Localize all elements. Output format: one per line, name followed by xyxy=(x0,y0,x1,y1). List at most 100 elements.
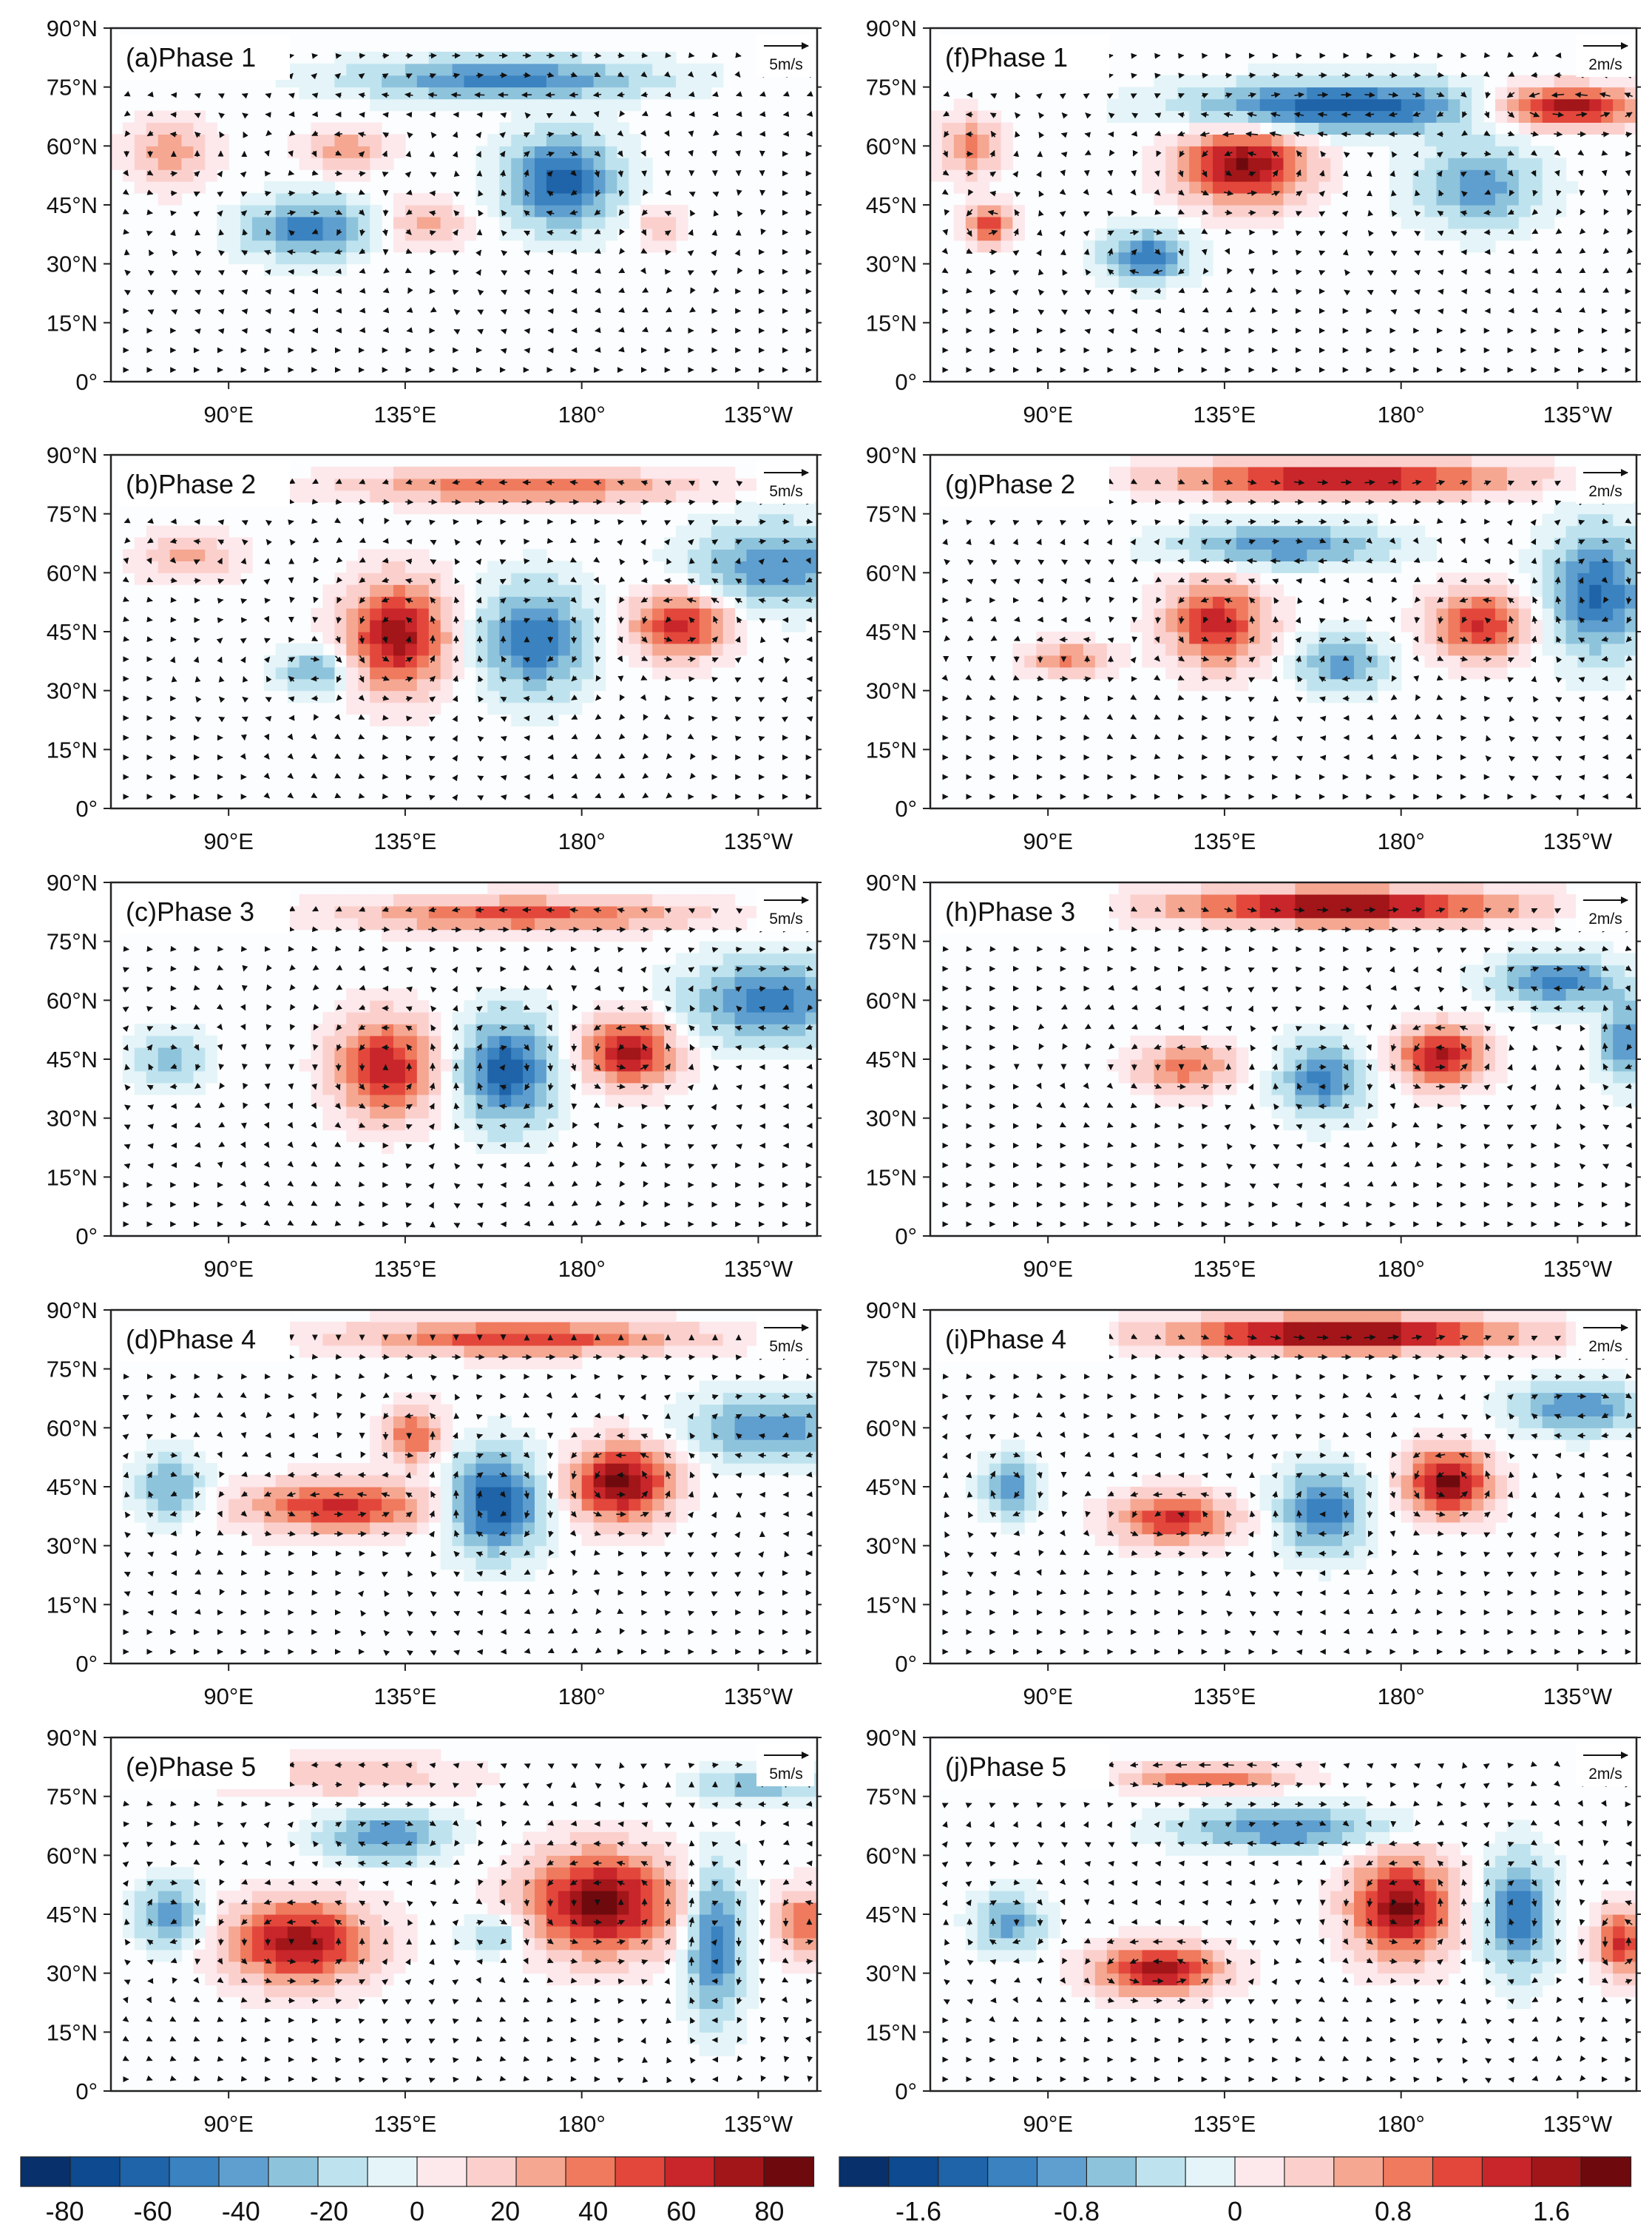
heatmap-cell xyxy=(346,1925,359,1939)
heatmap-cell xyxy=(311,193,324,206)
wind-vector xyxy=(311,675,319,682)
heatmap-cell xyxy=(240,1879,253,1891)
heatmap-cell xyxy=(699,1036,712,1048)
heatmap-cell xyxy=(617,478,629,491)
heatmap-cell xyxy=(523,1321,535,1334)
wind-vector xyxy=(498,907,508,913)
heatmap-cell xyxy=(699,1380,712,1394)
heatmap-cell xyxy=(711,917,724,930)
heatmap-cell xyxy=(464,1059,476,1072)
heatmap-cell xyxy=(205,1925,217,1939)
heatmap-cell xyxy=(569,501,583,515)
heatmap-cell xyxy=(676,63,688,76)
heatmap-cell xyxy=(664,632,677,644)
heatmap-cell xyxy=(370,1451,382,1464)
heatmap-cell xyxy=(687,608,700,621)
heatmap-cell xyxy=(358,1036,370,1048)
heatmap-cell xyxy=(452,1036,465,1048)
heatmap-cell xyxy=(240,1498,253,1511)
heatmap-cell xyxy=(287,1914,300,1927)
heatmap-cell xyxy=(523,1059,535,1072)
heatmap-cell xyxy=(499,1118,512,1131)
heatmap-cell xyxy=(511,1118,524,1131)
heatmap-cell xyxy=(605,1024,617,1036)
wind-vector xyxy=(123,635,129,642)
heatmap-cell xyxy=(558,1487,571,1499)
heatmap-cell xyxy=(535,690,547,703)
heatmap-cell xyxy=(535,110,547,123)
heatmap-cell xyxy=(511,1024,524,1036)
heatmap-cell xyxy=(487,1557,500,1570)
heatmap-cell xyxy=(334,1036,347,1048)
heatmap-cell xyxy=(523,894,535,907)
heatmap-cell xyxy=(523,1345,535,1358)
heatmap-cell xyxy=(746,1404,759,1416)
heatmap-cell xyxy=(746,1428,759,1440)
heatmap-cell xyxy=(169,1521,183,1535)
heatmap-cell xyxy=(122,1891,135,1903)
heatmap-cell xyxy=(240,1521,253,1535)
heatmap-cell xyxy=(581,1439,595,1452)
heatmap-cell xyxy=(487,158,500,170)
heatmap-cell xyxy=(511,714,524,726)
heatmap-cell xyxy=(311,1973,324,1986)
heatmap-cell xyxy=(499,1036,512,1048)
heatmap-cell xyxy=(416,678,430,692)
heatmap-cell xyxy=(793,953,806,966)
heatmap-cell xyxy=(393,584,406,597)
heatmap-cell xyxy=(346,905,359,919)
heatmap-cell xyxy=(499,905,512,919)
heatmap-cell xyxy=(511,1498,524,1511)
heatmap-cell xyxy=(322,1047,335,1060)
heatmap-cell xyxy=(770,1000,782,1013)
heatmap-cell xyxy=(311,1487,324,1499)
heatmap-cell xyxy=(217,1510,229,1523)
wind-vector xyxy=(311,499,319,505)
wind-vector xyxy=(595,984,601,991)
heatmap-cell xyxy=(687,965,700,977)
wind-vector xyxy=(335,288,342,294)
heatmap-cell xyxy=(311,1891,324,1903)
heatmap-cell xyxy=(770,941,782,954)
wind-vector xyxy=(617,52,625,58)
heatmap-cell xyxy=(311,263,324,277)
heatmap-cell xyxy=(722,513,736,527)
heatmap-cell xyxy=(322,1082,335,1095)
heatmap-cell xyxy=(346,1784,359,1797)
heatmap-cell xyxy=(499,501,512,515)
heatmap-cell xyxy=(546,205,559,217)
heatmap-cell xyxy=(146,1902,159,1915)
wind-vector xyxy=(711,927,719,933)
heatmap-cell xyxy=(605,1498,617,1511)
heatmap-cell xyxy=(676,1487,688,1499)
heatmap-cell xyxy=(687,1404,700,1416)
heatmap-cell xyxy=(111,146,123,158)
heatmap-cell xyxy=(581,929,595,942)
heatmap-cell xyxy=(475,596,488,609)
wind-vector xyxy=(382,754,389,760)
heatmap-cell xyxy=(287,181,300,194)
heatmap-cell xyxy=(263,1487,277,1499)
wind-vector xyxy=(617,499,626,505)
heatmap-cell xyxy=(511,63,524,76)
heatmap-cell xyxy=(275,666,288,680)
heatmap-cell xyxy=(687,87,700,100)
wind-vector xyxy=(665,675,671,682)
heatmap-cell xyxy=(252,1891,265,1903)
heatmap-cell xyxy=(782,953,794,966)
heatmap-cell xyxy=(758,941,771,954)
heatmap-cell xyxy=(252,1949,265,1962)
heatmap-cell xyxy=(452,1024,465,1036)
heatmap-cell xyxy=(487,1498,500,1511)
heatmap-cell xyxy=(499,1451,512,1464)
wind-vector xyxy=(736,130,742,137)
heatmap-cell xyxy=(617,1428,629,1440)
heatmap-cell xyxy=(734,596,748,609)
heatmap-cell xyxy=(370,1059,382,1072)
heatmap-cell xyxy=(711,1333,724,1346)
heatmap-cell xyxy=(652,608,665,621)
heatmap-cell xyxy=(593,894,606,907)
heatmap-cell xyxy=(275,1891,288,1903)
heatmap-cell xyxy=(358,1949,370,1962)
heatmap-cell xyxy=(393,714,406,726)
